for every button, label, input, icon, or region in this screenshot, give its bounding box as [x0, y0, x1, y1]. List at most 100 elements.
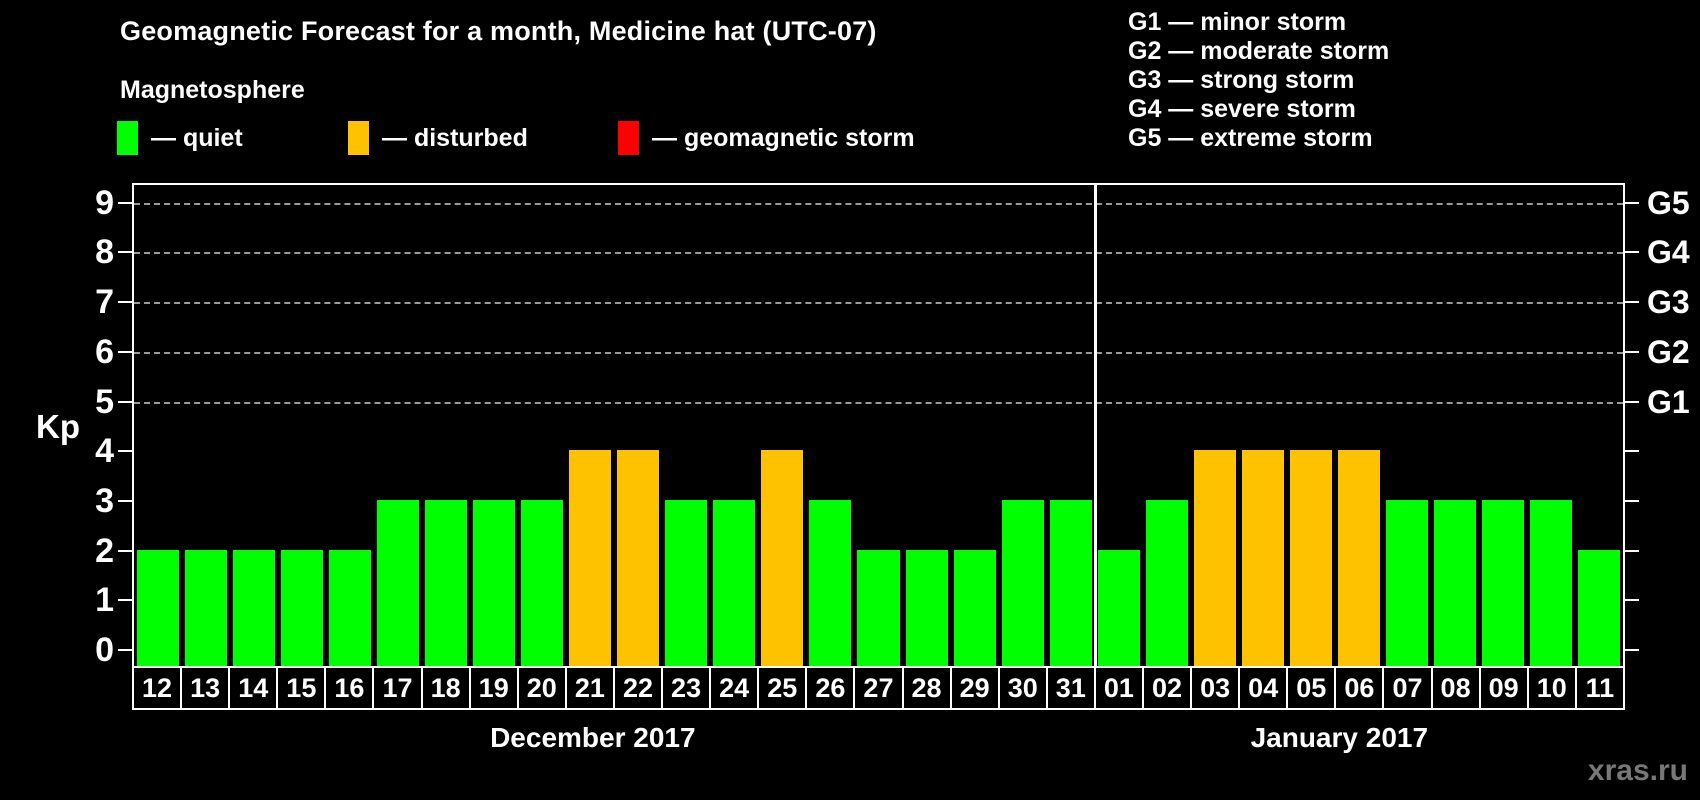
legend-label-disturbed: — disturbed [382, 123, 528, 152]
day-label: 17 [372, 666, 423, 710]
day-label: 28 [901, 666, 952, 710]
gridline [134, 302, 1623, 304]
kp-bar [617, 450, 660, 666]
kp-bar [1529, 500, 1572, 666]
kp-bar [953, 550, 996, 666]
y-axis-tick [118, 500, 132, 502]
legend-item-disturbed: — disturbed [348, 118, 528, 158]
right-axis-tick [1625, 649, 1639, 651]
kp-bar [1385, 500, 1428, 666]
day-label: 15 [276, 666, 327, 710]
day-label: 21 [564, 666, 615, 710]
gridline [134, 252, 1623, 254]
g-scale-label: G5 [1647, 185, 1690, 221]
day-label: 16 [324, 666, 375, 710]
month-divider [1093, 185, 1097, 666]
bar-slot [134, 185, 182, 666]
bar-slot [1095, 185, 1143, 666]
y-axis-title: Kp [36, 408, 80, 445]
g-scale-label: G4 [1647, 234, 1690, 270]
bar-slot [566, 185, 614, 666]
month-label: December 2017 [490, 722, 696, 753]
right-axis-tick [1625, 251, 1639, 253]
y-tick-label: 1 [95, 581, 114, 619]
right-axis-tick [1625, 401, 1639, 403]
day-label: 12 [132, 666, 183, 710]
y-axis-tick [118, 351, 132, 353]
right-axis-tick [1625, 450, 1639, 452]
day-label: 22 [612, 666, 664, 710]
kp-bar [1097, 550, 1140, 666]
day-label: 18 [420, 666, 471, 710]
kp-bar [665, 500, 708, 666]
kp-bar [377, 500, 420, 666]
storm-scale-legend: G1 — minor storm G2 — moderate storm G3 — … [1128, 8, 1389, 153]
day-label: 10 [1526, 666, 1577, 710]
bar-slot [1431, 185, 1479, 666]
day-label: 11 [1574, 666, 1625, 710]
bar-slot [518, 185, 566, 666]
kp-bar [1433, 500, 1476, 666]
bar-slot [662, 185, 710, 666]
bar-slot [278, 185, 326, 666]
bar-slot [1143, 185, 1191, 666]
bar-slot [182, 185, 230, 666]
kp-bar [425, 500, 468, 666]
legend-swatch-disturbed [348, 121, 369, 155]
day-label: 30 [997, 666, 1048, 710]
kp-bar [1481, 500, 1524, 666]
day-label: 04 [1238, 666, 1289, 710]
y-tick-label: 3 [95, 482, 114, 520]
plot-area [132, 183, 1625, 668]
kp-bar [1241, 450, 1284, 666]
kp-bar [233, 550, 276, 666]
bar-slot [1287, 185, 1335, 666]
gridline [134, 352, 1623, 354]
day-label: 31 [1045, 666, 1096, 710]
day-label: 05 [1286, 666, 1337, 710]
bar-slot [1047, 185, 1095, 666]
bar-slot [758, 185, 806, 666]
kp-bar [713, 500, 756, 666]
kp-bar [569, 450, 612, 666]
day-label: 29 [949, 666, 1000, 710]
kp-bar [1145, 500, 1188, 666]
legend-swatch-quiet [117, 121, 138, 155]
bars-row [134, 185, 1623, 666]
y-tick-label: 9 [95, 184, 114, 222]
day-label: 14 [228, 666, 279, 710]
bar-slot [374, 185, 422, 666]
watermark: xras.ru [1587, 754, 1688, 787]
y-tick-label: 2 [95, 532, 114, 570]
y-tick-label: 4 [95, 432, 114, 470]
x-axis-day-labels: 12 13 14 15 16 17 18 19 20 21 22 23 24 25 26 27 28 29 30 31… [132, 666, 1625, 710]
kp-bar [1577, 550, 1620, 666]
bar-slot [1479, 185, 1527, 666]
right-axis-tick [1625, 301, 1639, 303]
storm-scale-line: G4 — severe storm [1128, 95, 1356, 123]
kp-bar [1337, 450, 1380, 666]
bar-slot [422, 185, 470, 666]
day-label: 26 [805, 666, 856, 710]
bar-slot [326, 185, 374, 666]
y-axis-tick [118, 550, 132, 552]
legend-swatch-storm [618, 121, 639, 155]
kp-bar [185, 550, 228, 666]
day-label: 01 [1093, 666, 1144, 710]
kp-bar [761, 450, 804, 666]
gridline [134, 402, 1623, 404]
day-label: 09 [1478, 666, 1529, 710]
x-axis-month-labels: December 2017 January 2017 [132, 714, 1625, 762]
bar-slot [710, 185, 758, 666]
right-axis-tick [1625, 202, 1639, 204]
bar-slot [230, 185, 278, 666]
y-axis-tick [118, 450, 132, 452]
kp-bar [905, 550, 948, 666]
storm-scale-line: G3 — strong storm [1128, 66, 1355, 94]
storm-scale-line: G5 — extreme storm [1128, 124, 1373, 152]
right-axis-tick [1625, 550, 1639, 552]
magnetosphere-label: Magnetosphere [120, 76, 305, 104]
y-tick-label: 5 [95, 383, 114, 421]
legend-label-storm: — geomagnetic storm [652, 123, 915, 152]
